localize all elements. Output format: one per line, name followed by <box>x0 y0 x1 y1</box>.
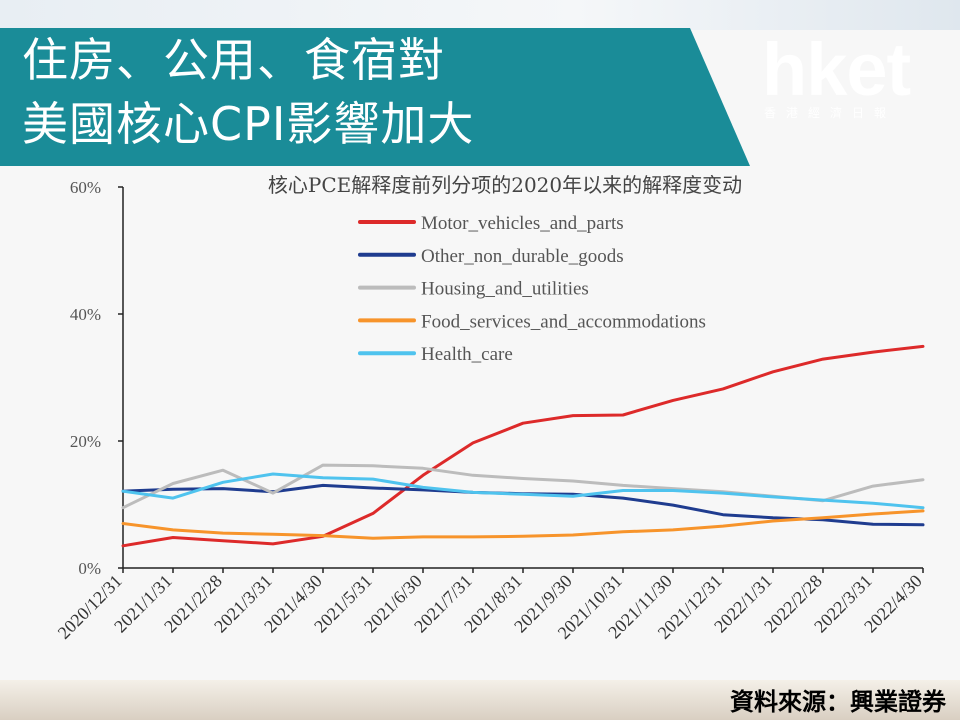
chart-series <box>121 344 925 548</box>
y-tick-label: 0% <box>78 559 101 578</box>
background-bottom <box>0 680 960 720</box>
legend-label: Motor_vehicles_and_parts <box>421 213 624 234</box>
series-line-motor-vehicles-and-parts <box>121 344 925 548</box>
headline-line-2: 美國核心CPI影響加大 <box>22 97 475 151</box>
series-line-health-care <box>121 472 925 510</box>
header-banner <box>0 28 750 166</box>
headline-line-1: 住房、公用、食宿對 <box>22 33 445 87</box>
legend-label: Health_care <box>421 344 513 365</box>
hket-logo-subtitle: 香港經濟日報 <box>764 106 897 120</box>
chart-title: 核心PCE解释度前列分项的2020年以来的解释度变动 <box>268 173 742 197</box>
legend-label: Food_services_and_accommodations <box>421 311 706 332</box>
series-line-housing-and-utilities <box>121 463 925 510</box>
chart-axes <box>122 187 923 569</box>
source-note: 資料來源：興業證券 <box>730 688 946 716</box>
y-tick-label: 60% <box>70 178 101 197</box>
legend-label: Other_non_durable_goods <box>421 246 624 267</box>
y-tick-label: 20% <box>70 432 101 451</box>
y-tick-label: 40% <box>70 305 101 324</box>
hket-logo: hket <box>762 28 911 111</box>
background-top <box>0 0 960 30</box>
legend-label: Housing_and_utilities <box>421 279 589 300</box>
series-line-food-services-and-accommodations <box>121 509 925 540</box>
y-axis-ticks: 0% 20% 40% 60% <box>70 178 123 578</box>
x-axis-ticks: 2020/12/312021/1/312021/2/282021/3/31202… <box>54 568 926 643</box>
x-tick-label: 2020/12/31 <box>54 571 126 643</box>
chart-legend: Motor_vehicles_and_parts Other_non_durabl… <box>358 213 706 365</box>
